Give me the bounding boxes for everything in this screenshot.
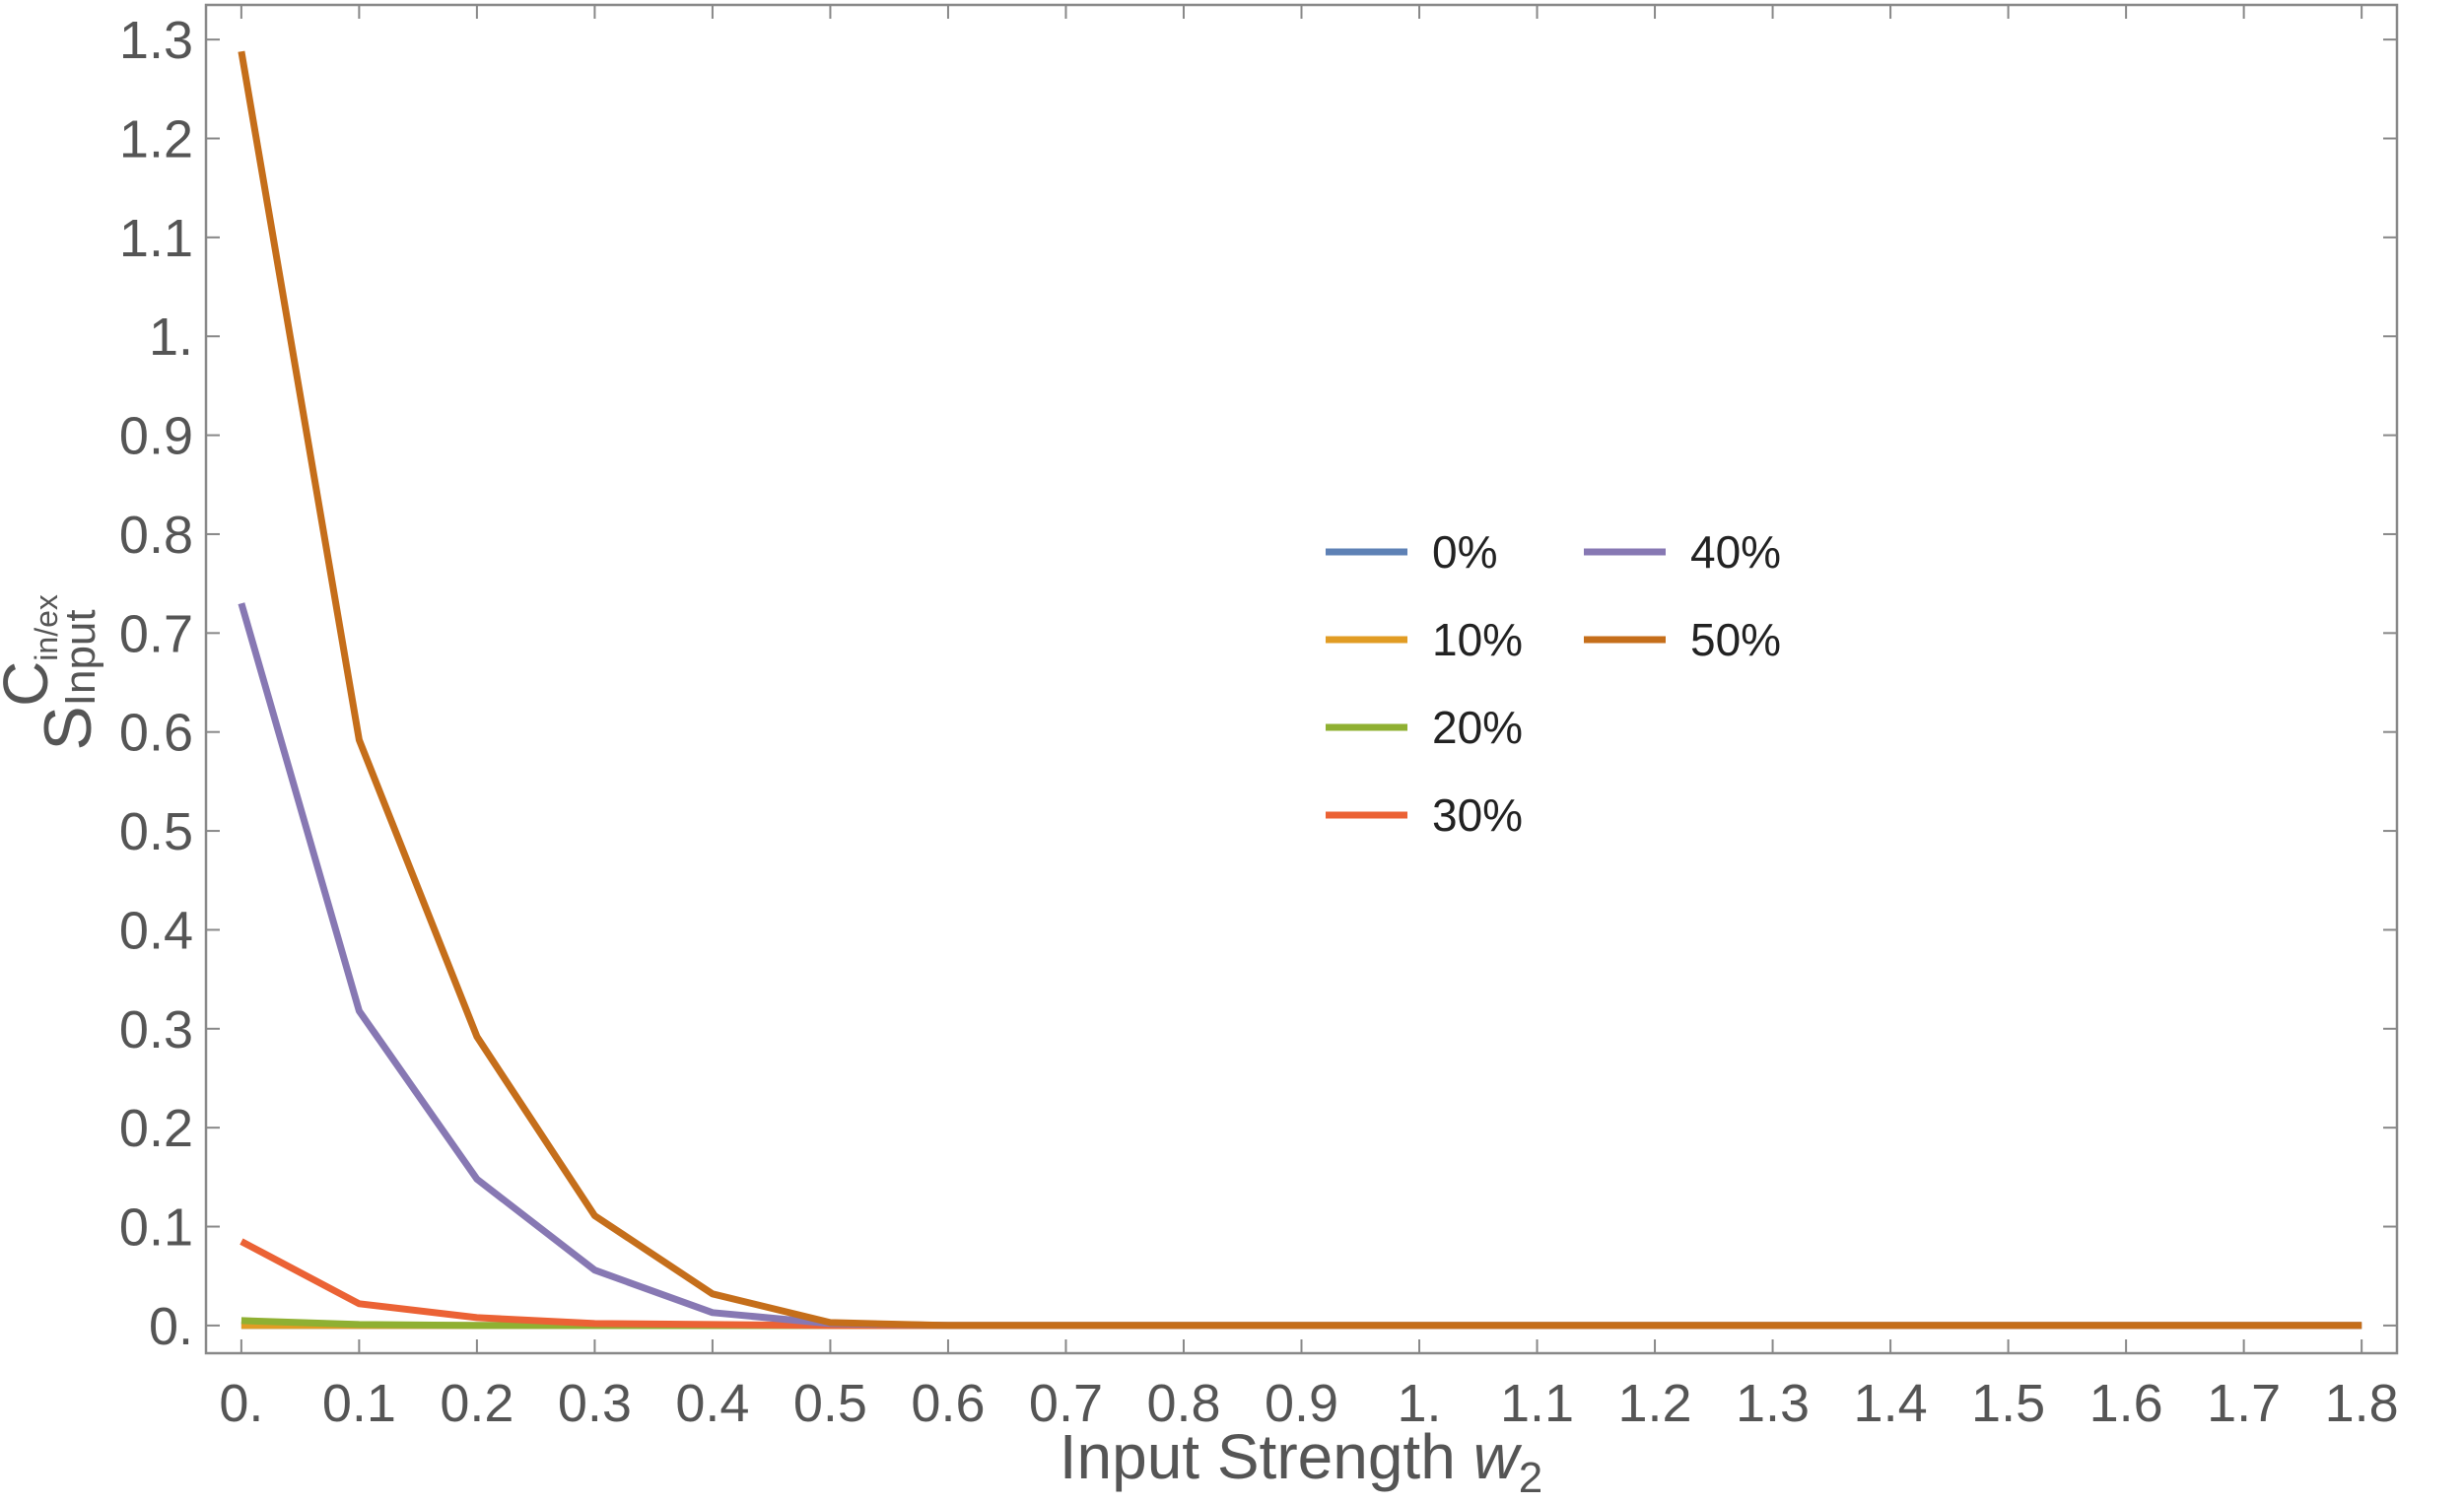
series-line-50-percent: [238, 50, 2362, 1330]
legend-label: 50%: [1690, 614, 1781, 665]
x-tick-label: 0.2: [440, 1374, 513, 1433]
y-tick-label: 0.: [149, 1297, 193, 1356]
x-tick-label: 0.3: [558, 1374, 632, 1433]
y-tick-label: 0.6: [119, 704, 193, 763]
y-tick-label: 0.8: [119, 506, 193, 565]
y-axis-title: SInput Cin/ex: [0, 594, 105, 751]
y-tick-label: 0.9: [119, 407, 193, 466]
series-line-40-percent: [238, 602, 2362, 1330]
y-tick-label: 0.1: [119, 1198, 193, 1258]
x-axis-title-subscript: 2: [1519, 1454, 1542, 1502]
series-lines: [238, 50, 2362, 1330]
x-tick-label: 1.4: [1854, 1374, 1928, 1433]
legend-label: 40%: [1690, 526, 1781, 578]
x-tick-label: 1.8: [2325, 1374, 2399, 1433]
legend-item: 40%: [1584, 526, 1781, 578]
y-tick-label: 0.4: [119, 901, 193, 960]
x-tick-label: 1.7: [2207, 1374, 2281, 1433]
x-tick-label: 0.9: [1265, 1374, 1338, 1433]
legend-item: 10%: [1326, 614, 1523, 665]
y-axis-title-superscript-subscript: in/ex: [29, 594, 64, 661]
x-axis-title: Input Strength w2: [1060, 1421, 1543, 1502]
y-tick-label: 1.2: [119, 109, 193, 169]
x-tick-label: 1.3: [1736, 1374, 1810, 1433]
plot-frame: [204, 3, 2399, 1355]
y-tick-label: 0.2: [119, 1099, 193, 1158]
y-tick-label: 1.1: [119, 209, 193, 268]
legend-label: 30%: [1432, 789, 1523, 841]
x-axis-ticks: 0. 0.1 0.2 0.3 0.4 0.5 0.6 0.7 0.8 0.9 1. 1.1 1.2 1.3…: [219, 5, 2399, 1433]
x-tick-label: 0.7: [1029, 1374, 1103, 1433]
legend-item: 20%: [1326, 702, 1523, 753]
x-tick-label: 1.5: [1971, 1374, 2045, 1433]
x-tick-label: 0.: [219, 1374, 263, 1433]
x-tick-label: 1.1: [1500, 1374, 1574, 1433]
x-tick-label: 0.4: [675, 1374, 749, 1433]
y-tick-label: 0.7: [119, 604, 193, 663]
series-line-30-percent: [240, 1238, 2362, 1330]
x-tick-label: 0.8: [1146, 1374, 1220, 1433]
x-tick-label: 1.2: [1618, 1374, 1692, 1433]
y-tick-label: 1.: [149, 308, 193, 367]
svg-text:SInput: SInput: [31, 609, 105, 750]
legend-item: 0%: [1326, 526, 1497, 578]
legend-item: 50%: [1584, 614, 1781, 665]
x-tick-label: 1.6: [2089, 1374, 2163, 1433]
y-axis-title-base: S: [31, 706, 105, 750]
svg-text:Cin/ex: Cin/ex: [0, 594, 64, 707]
legend-label: 0%: [1432, 526, 1497, 578]
x-tick-label: 0.5: [793, 1374, 867, 1433]
legend-label: 20%: [1432, 702, 1523, 753]
y-tick-label: 1.3: [119, 11, 193, 70]
legend: 0% 10% 20% 30% 40% 50%: [1326, 526, 1781, 841]
x-tick-label: 1.: [1397, 1374, 1441, 1433]
x-tick-label: 0.1: [322, 1374, 396, 1433]
y-axis-title-superscript: C: [0, 661, 61, 707]
y-tick-label: 0.5: [119, 802, 193, 861]
x-axis-title-variable: w: [1473, 1421, 1523, 1492]
y-axis-title-subscript: Input: [56, 609, 104, 706]
x-axis-title-text: Input Strength: [1060, 1421, 1456, 1492]
legend-label: 10%: [1432, 614, 1523, 665]
x-tick-label: 0.6: [911, 1374, 985, 1433]
y-axis-ticks: 0. 0.1 0.2 0.3 0.4 0.5 0.6 0.7 0.8 0.9 1. 1.1 1.2 1.3: [119, 11, 2397, 1356]
legend-item: 30%: [1326, 789, 1523, 841]
y-tick-label: 0.3: [119, 1000, 193, 1060]
